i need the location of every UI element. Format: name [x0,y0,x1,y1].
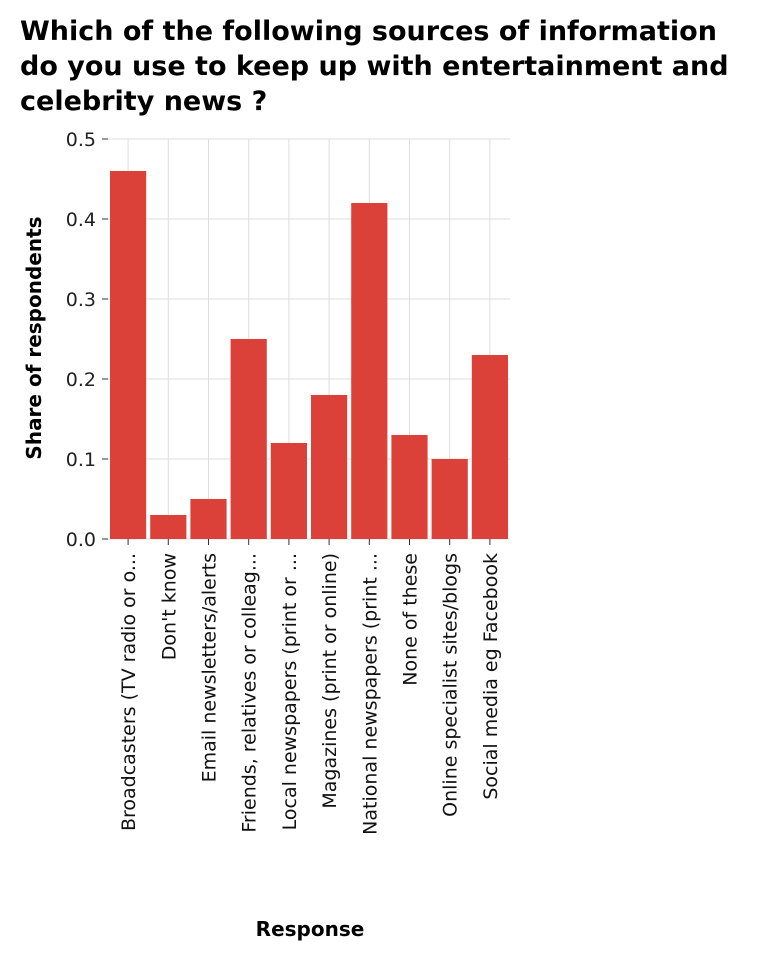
y-tick-label: 0.2 [66,369,96,391]
x-tick-label: Social media eg Facebook [480,553,502,800]
bar [351,203,388,539]
bar [230,339,267,539]
x-tick-label: Don't know [158,553,180,660]
y-tick-label: 0.4 [66,209,96,231]
bar [110,171,147,539]
x-tick-label: None of these [400,553,422,686]
x-tick-label: Broadcasters (TV radio or o... [118,553,140,831]
bar [190,499,227,539]
x-tick-label: National newspapers (print ... [359,553,381,835]
bars [110,171,508,539]
x-axis-ticks: Broadcasters (TV radio or o... Don't know… [118,539,502,835]
bar [471,355,508,539]
bar [150,515,187,539]
bar [270,443,307,539]
y-axis-title: Share of respondents [22,216,46,459]
y-tick-label: 0.5 [66,129,96,151]
bar [391,435,428,539]
x-tick-label: Magazines (print or online) [319,553,341,809]
bar [311,395,348,539]
y-tick-label: 0.0 [66,529,96,551]
y-tick-label: 0.1 [66,449,96,471]
x-axis-title: Response [256,917,365,941]
x-tick-label: Email newsletters/alerts [199,553,221,782]
bar [431,459,468,539]
y-axis-ticks: 0.0 0.1 0.2 0.3 0.4 0.5 [66,129,108,551]
x-tick-label: Friends, relatives or colleag... [239,553,261,833]
x-tick-label: Local newspapers (print or ... [279,553,301,830]
x-tick-label: Online specialist sites/blogs [440,553,462,817]
y-tick-label: 0.3 [66,289,96,311]
chart-title: Which of the following sources of inform… [20,16,729,117]
